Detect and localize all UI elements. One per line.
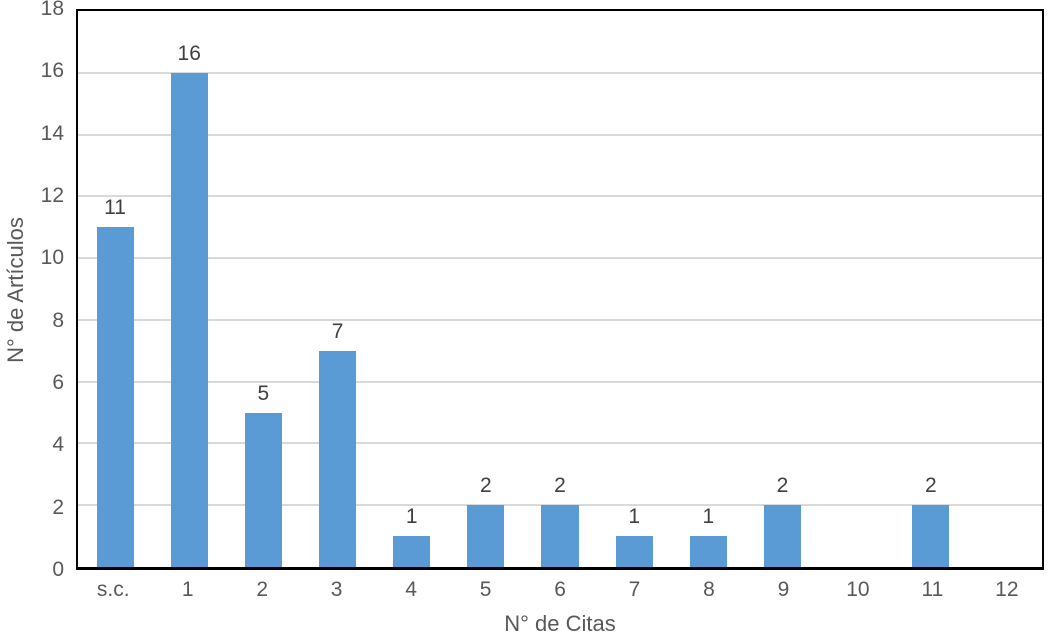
bar-slot: 5 [226, 11, 300, 567]
x-axis-title: N° de Citas [504, 611, 616, 636]
bar-slot: 2 [894, 11, 968, 567]
bar: 1 [393, 505, 431, 567]
gridline [78, 380, 1042, 383]
y-tick-label: 16 [40, 59, 64, 83]
bar-value-label: 2 [554, 474, 566, 498]
bar-value-label: 7 [331, 319, 344, 343]
x-tick-label: 3 [330, 578, 343, 601]
bar: 7 [319, 320, 357, 567]
bar-value-label: 2 [480, 474, 492, 498]
y-tick-label: 0 [52, 558, 64, 581]
x-tick-label: 5 [479, 578, 492, 601]
x-tick-label: 6 [554, 578, 566, 601]
gridline [78, 318, 1042, 321]
bar: 2 [763, 474, 802, 567]
bar: 1 [689, 505, 727, 567]
x-tick-label: 12 [995, 578, 1019, 601]
bar: 2 [912, 474, 950, 567]
bar-value-label: 1 [702, 505, 715, 529]
bar-value-label: 2 [924, 474, 937, 498]
y-tick-label: 6 [52, 371, 64, 394]
x-tick-label: 1 [181, 578, 194, 601]
bar: 2 [541, 474, 579, 567]
x-tick-label: 10 [846, 578, 870, 601]
bar-slot [820, 11, 894, 567]
x-axis-ticks: s.c. 1 2 3 4 5 6 7 8 9 10 11 12 [76, 578, 1044, 602]
gridline [78, 133, 1042, 136]
x-tick-label: 9 [777, 578, 790, 601]
y-axis-ticks: 0 2 4 6 8 10 12 14 16 18 [0, 0, 64, 581]
bar-slot: 16 [152, 11, 226, 567]
gridline [78, 71, 1042, 74]
x-tick-label: 8 [703, 578, 715, 601]
y-tick-label: 2 [52, 495, 64, 519]
bar-slot: 1 [671, 11, 745, 567]
gridline [78, 195, 1042, 198]
y-tick-label: 18 [40, 0, 64, 20]
bar: 5 [244, 382, 282, 567]
y-tick-label: 12 [40, 184, 64, 207]
bar-slot: 1 [375, 11, 449, 567]
bar-slot: 1 [597, 11, 671, 567]
bar: 16 [170, 42, 208, 567]
bar-value-label: 2 [776, 474, 789, 498]
bar-value-label: 5 [257, 381, 270, 405]
bar: 1 [615, 505, 653, 567]
bar-value-label: 1 [628, 505, 640, 529]
gridline [78, 442, 1042, 445]
gridline [78, 257, 1042, 260]
x-tick-label: 2 [256, 578, 269, 601]
bar-slot: 11 [78, 11, 152, 567]
bar: 11 [96, 196, 134, 567]
y-tick-label: 8 [52, 308, 64, 332]
bar: 2 [467, 474, 505, 567]
bar-value-label: 16 [177, 41, 201, 65]
bar-slot: 7 [300, 11, 374, 567]
x-tick-label: 11 [921, 578, 944, 601]
bar-slot [968, 11, 1042, 567]
plot-area: 11 16 5 7 1 2 2 1 1 2 2 [76, 9, 1044, 570]
bar-slot: 2 [449, 11, 523, 567]
bar-slot: 2 [745, 11, 819, 567]
y-tick-label: 10 [40, 246, 64, 270]
x-tick-label: 7 [628, 578, 641, 601]
bar-value-label: 11 [104, 196, 126, 220]
bar-value-label: 1 [405, 505, 418, 529]
bar-slot: 2 [523, 11, 597, 567]
y-tick-label: 14 [40, 121, 64, 145]
y-tick-label: 4 [52, 433, 64, 457]
x-tick-label: 4 [405, 578, 417, 601]
bars-container: 11 16 5 7 1 2 2 1 1 2 2 [78, 11, 1042, 567]
x-tick-label: s.c. [96, 578, 130, 601]
